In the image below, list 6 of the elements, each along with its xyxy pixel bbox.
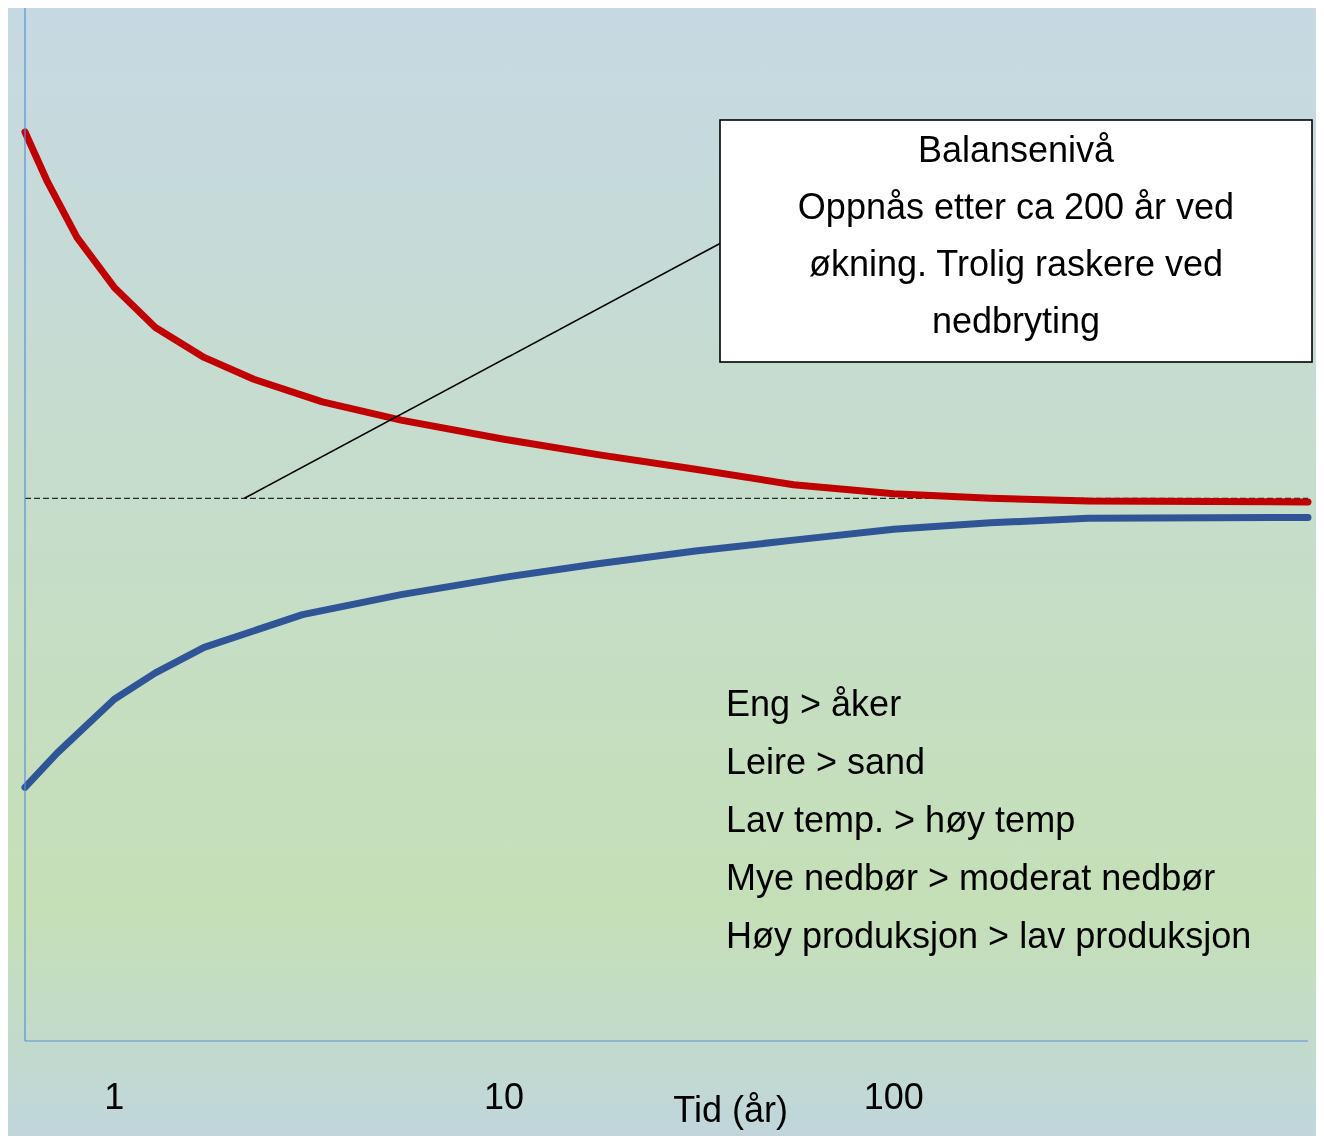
x-tick-label: 1 [104,1076,125,1117]
x-tick-label: 10 [484,1076,525,1117]
x-tick-label: 100 [863,1076,924,1117]
annotation: Balansenivå Oppnås etter ca 200 år ved økning. Trolig raskere ved nedbryting [797,129,1235,341]
x-axis-title: Tid (år) [673,1089,788,1130]
annotation: Eng > åker Leire > sand Lav temp. > høy temp Mye nedbør > moderat nedbør Høy produksjon > lav produksjon [726,683,1252,956]
